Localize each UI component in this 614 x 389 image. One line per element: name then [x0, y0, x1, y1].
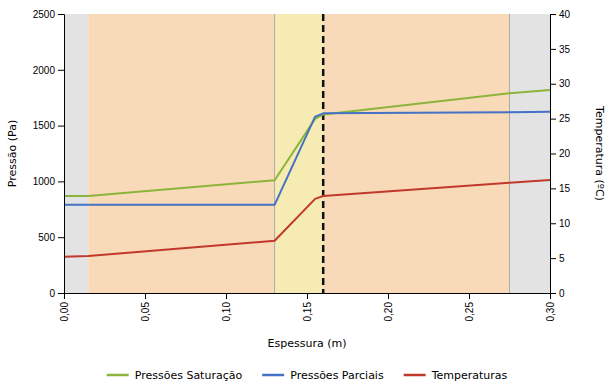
y2-tick: 25	[550, 113, 571, 124]
y-tick: 2500	[33, 9, 64, 20]
legend-item: Temperaturas	[404, 369, 508, 382]
y2-tick: 0	[550, 288, 565, 299]
series-line	[64, 112, 550, 205]
x-tick: 0,10	[221, 293, 232, 321]
axis-line	[65, 294, 551, 300]
y-tick-label: 2000	[33, 65, 56, 76]
legend-swatch	[404, 374, 426, 377]
y-axis: 0 500 1000 1500 2000 2500	[33, 9, 65, 299]
y-tick-mark	[58, 293, 64, 294]
y2-tick-mark	[550, 223, 556, 224]
y2-tick-label: 40	[559, 9, 571, 20]
series-line	[64, 180, 550, 257]
legend-label: Pressões Saturação	[135, 369, 243, 382]
y2-tick-label: 10	[559, 218, 571, 229]
y2-tick-label: 15	[559, 183, 571, 194]
y2-tick-label: 25	[559, 113, 571, 124]
x-tick-mark	[307, 293, 308, 299]
x-tick: 0,05	[140, 293, 151, 321]
y-tick: 1500	[33, 120, 64, 131]
y-tick-label: 500	[38, 232, 55, 243]
x-tick-label: 0,10	[221, 302, 232, 322]
x-tick-label: 0,00	[59, 302, 70, 322]
axis-line	[551, 15, 557, 294]
y2-tick-mark	[550, 84, 556, 85]
x-tick-mark	[226, 293, 227, 299]
y2-tick: 5	[550, 253, 565, 264]
zone	[510, 14, 551, 293]
legend: Pressões Saturação Pressões Parciais Tempe…	[107, 369, 508, 382]
y2-tick: 40	[550, 9, 571, 20]
y2-tick-label: 5	[559, 253, 565, 264]
y-tick: 2000	[33, 65, 64, 76]
y-tick: 500	[38, 232, 64, 243]
y2-tick-mark	[550, 154, 556, 155]
x-tick-mark	[145, 293, 146, 299]
y2-tick: 10	[550, 218, 571, 229]
x-tick-label: 0,20	[383, 302, 394, 322]
y-tick: 1000	[33, 176, 64, 187]
vertical-line	[509, 14, 510, 293]
y2-axis: 0 5 10 15 20 25 30 35 40	[550, 9, 571, 299]
x-tick: 0,00	[59, 293, 70, 321]
x-tick-label: 0,25	[464, 302, 475, 322]
vertical-line	[274, 14, 275, 293]
y2-tick: 15	[550, 183, 571, 194]
x-tick-label: 0,15	[302, 302, 313, 322]
legend-swatch	[262, 374, 284, 377]
legend-swatch	[107, 374, 129, 377]
y2-tick-mark	[550, 14, 556, 15]
legend-label: Temperaturas	[431, 369, 508, 382]
legend-item: Pressões Saturação	[107, 369, 243, 382]
axis-line	[58, 15, 65, 294]
y-tick-label: 1500	[33, 120, 56, 131]
y2-tick-label: 30	[559, 78, 571, 89]
y-tick: 0	[49, 288, 64, 299]
y2-axis-title: Temperatura (ºC)	[593, 105, 606, 201]
x-tick: 0,15	[302, 293, 313, 321]
y2-tick-label: 20	[559, 148, 571, 159]
y-axis-title: Pressão (Pa)	[6, 120, 19, 187]
zone	[323, 14, 509, 293]
zone	[88, 14, 274, 293]
legend-item: Pressões Parciais	[262, 369, 384, 382]
x-tick: 0,25	[464, 293, 475, 321]
y2-tick-label: 35	[559, 44, 571, 55]
y-tick-label: 2500	[33, 9, 56, 20]
x-tick-label: 0,30	[545, 302, 556, 322]
x-tick-label: 0,05	[140, 302, 151, 322]
y2-tick-label: 0	[559, 288, 565, 299]
y-tick-mark	[58, 126, 64, 127]
y2-tick-mark	[550, 119, 556, 120]
y-tick-label: 1000	[33, 176, 56, 187]
y2-tick: 30	[550, 78, 571, 89]
x-axis-title: Espessura (m)	[268, 337, 347, 350]
legend-label: Pressões Parciais	[290, 369, 384, 382]
y2-tick-mark	[550, 293, 556, 294]
x-tick: 0,30	[545, 293, 556, 321]
x-tick: 0,20	[383, 293, 394, 321]
y2-tick: 35	[550, 44, 571, 55]
vertical-line	[322, 14, 325, 293]
y-tick-mark	[58, 70, 64, 71]
y-tick-label: 0	[49, 288, 55, 299]
y-tick-mark	[58, 181, 64, 182]
y2-tick-mark	[550, 188, 556, 189]
x-tick-mark	[388, 293, 389, 299]
x-tick-mark	[469, 293, 470, 299]
y-tick-mark	[58, 237, 64, 238]
y2-tick-mark	[550, 49, 556, 50]
plot-area: 0,000,050,100,150,200,250,30050010001500…	[6, 9, 606, 350]
plot-marks	[64, 14, 550, 293]
chart: 0,000,050,100,150,200,250,30050010001500…	[0, 0, 614, 389]
y2-tick-mark	[550, 258, 556, 259]
zone	[64, 14, 88, 293]
series-line	[64, 90, 550, 196]
x-axis: 0,00 0,05 0,10 0,15 0,20 0,25 0,30	[59, 293, 556, 321]
y-tick-mark	[58, 14, 64, 15]
y2-tick: 20	[550, 148, 571, 159]
